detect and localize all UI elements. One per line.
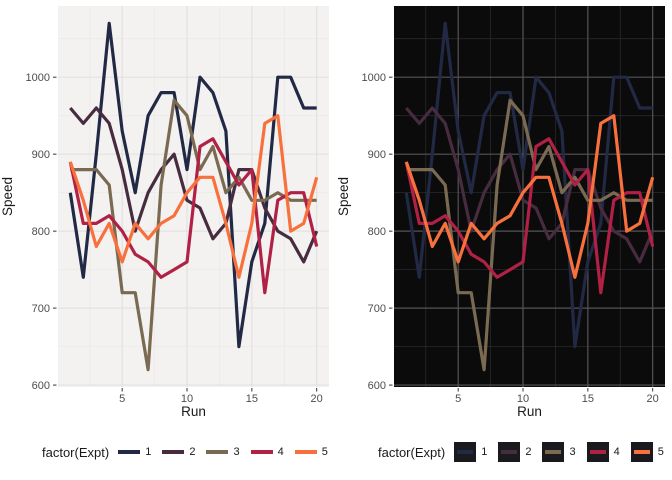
x-axis-title: Run <box>181 404 206 419</box>
legend-line-swatch <box>206 450 229 454</box>
legend-title: factor(Expt) <box>42 444 110 460</box>
y-tick-label: 600 <box>368 380 386 392</box>
x-tick-label: 20 <box>647 393 659 405</box>
legend-key-expt5 <box>294 442 317 462</box>
legend-line-swatch <box>250 450 273 454</box>
x-axis-title: Run <box>517 404 542 419</box>
legend-key-expt2 <box>162 442 185 462</box>
legend-line-swatch <box>633 450 650 454</box>
y-tick-label: 900 <box>368 149 386 161</box>
legend-key-expt1 <box>118 442 141 462</box>
y-tick-label: 800 <box>32 226 50 238</box>
y-tick-label: 900 <box>32 149 50 161</box>
x-tick-label: 10 <box>181 393 193 405</box>
y-tick-label: 700 <box>32 303 50 315</box>
y-axis-title: Speed <box>0 177 15 216</box>
legend-label: 5 <box>657 446 664 458</box>
legend-label: 2 <box>189 446 196 458</box>
series-line-expt-1 <box>68 21 317 349</box>
legend-item-expt1: 1 <box>118 442 151 462</box>
y-tick-label: 1000 <box>26 72 50 84</box>
legend-item-expt4: 4 <box>250 442 284 462</box>
legend-line-swatch <box>457 450 474 454</box>
y-tick-label: 700 <box>368 303 386 315</box>
line-chart-dark: 5 10 15 20 600 700 800 900 1000 Run Speed <box>336 6 665 419</box>
legend-label: 4 <box>613 446 620 458</box>
series-line-expt-3 <box>70 98 317 372</box>
legend-line-swatch <box>118 450 141 454</box>
legend-item-expt2: 2 <box>498 442 531 462</box>
series-line-expt-4 <box>404 137 655 295</box>
x-tick-label: 5 <box>455 393 461 405</box>
legend-line-swatch <box>501 450 518 454</box>
series-line-expt-5 <box>68 114 319 279</box>
legend-title: factor(Expt) <box>378 444 446 460</box>
legend-item-expt2: 2 <box>162 442 195 462</box>
legend-line-swatch <box>545 450 562 454</box>
legend-key-expt1 <box>454 442 477 462</box>
y-axis-title: Speed <box>336 177 351 216</box>
x-tick-label: 20 <box>311 393 323 405</box>
y-tick-label: 600 <box>32 380 50 392</box>
legend-item-expt1: 1 <box>454 442 487 462</box>
x-tick-label: 10 <box>517 393 529 405</box>
legend-item-expt5: 5 <box>630 442 664 462</box>
legend-label: 2 <box>525 446 532 458</box>
legend-label: 3 <box>569 446 576 458</box>
series-line-expt-1 <box>404 21 653 349</box>
legend-item-expt5: 5 <box>294 442 328 462</box>
legend-key-expt5 <box>630 442 653 462</box>
legend-label: 4 <box>277 446 284 458</box>
x-tick-label: 5 <box>119 393 125 405</box>
legend-dark: factor(Expt) 1 2 3 4 5 <box>336 438 672 466</box>
legend-item-expt3: 3 <box>206 442 240 462</box>
legend-key-expt3 <box>206 442 229 462</box>
legend-line-swatch <box>162 450 185 454</box>
legend-key-expt4 <box>250 442 273 462</box>
legend-label: 5 <box>321 446 328 458</box>
series-line-expt-3 <box>406 98 653 372</box>
line-chart-light: 5 10 15 20 600 700 800 900 1000 Run Speed <box>0 6 329 419</box>
legend-line-swatch <box>294 450 317 454</box>
legend-key-expt3 <box>542 442 565 462</box>
series-line-expt-5 <box>404 114 655 279</box>
legend-label: 3 <box>233 446 240 458</box>
legend-key-expt4 <box>586 442 609 462</box>
legend-label: 1 <box>145 446 152 458</box>
series-line-expt-4 <box>68 137 319 295</box>
chart-figure-light: 5 10 15 20 600 700 800 900 1000 Run Speed factor(E… <box>0 6 336 466</box>
legend-item-expt3: 3 <box>542 442 576 462</box>
x-tick-label: 15 <box>246 393 258 405</box>
legend-label: 1 <box>481 446 488 458</box>
y-tick-label: 800 <box>368 226 386 238</box>
legend-light: factor(Expt) 1 2 3 4 5 <box>0 438 336 466</box>
chart-figure-dark: 5 10 15 20 600 700 800 900 1000 Run Speed factor(E… <box>336 0 672 480</box>
legend-key-expt2 <box>498 442 521 462</box>
legend-line-swatch <box>589 450 606 454</box>
x-tick-label: 15 <box>582 393 594 405</box>
y-tick-label: 1000 <box>362 72 386 84</box>
legend-item-expt4: 4 <box>586 442 620 462</box>
